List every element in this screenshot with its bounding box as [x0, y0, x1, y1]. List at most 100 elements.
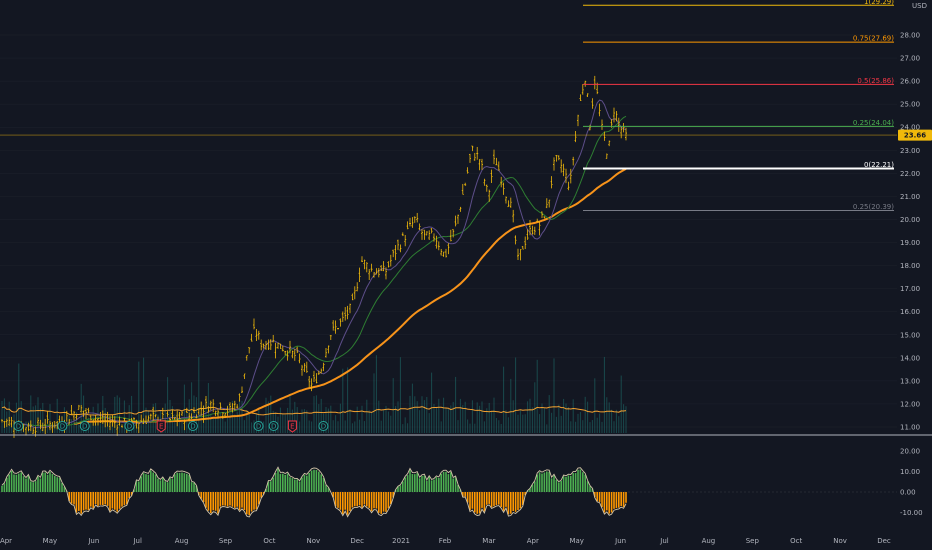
price-bar	[281, 345, 284, 352]
dividend-marker[interactable]: D	[318, 421, 329, 431]
price-bar	[500, 176, 503, 188]
price-bar	[214, 410, 217, 417]
fib-level-label: 0.25(20.39)	[853, 203, 894, 211]
price-bar	[370, 263, 373, 272]
price-bar	[550, 176, 553, 189]
event-letter: D	[16, 423, 21, 431]
price-bar	[181, 411, 183, 416]
price-bar	[183, 419, 186, 431]
price-bar	[25, 427, 27, 436]
price-bar	[586, 93, 589, 98]
fib-level-label: 0.75(27.69)	[853, 35, 894, 43]
fib-level[interactable]: 0.25(20.39)	[583, 203, 894, 211]
price-bar	[392, 249, 395, 258]
time-tick-label: Sep	[746, 537, 760, 545]
price-bar	[481, 158, 483, 170]
price-bar	[325, 347, 327, 358]
price-bar	[615, 110, 618, 122]
price-bar	[75, 414, 78, 420]
price-bar	[238, 393, 241, 402]
price-bar	[613, 107, 615, 123]
price-bar	[291, 350, 294, 359]
current-price-value: 23.66	[904, 132, 926, 140]
current-price-tag	[898, 129, 932, 141]
price-tick-label: 14.00	[900, 354, 920, 362]
price-tick-label: 26.00	[900, 78, 920, 86]
price-bar	[529, 220, 531, 236]
fib-level[interactable]: 1(29.29)	[583, 0, 894, 6]
time-scale[interactable]: Apr May Jun Jul Aug Sep Oct Nov Dec 2021 Feb Mar Apr…	[0, 537, 891, 545]
price-bar	[193, 407, 195, 413]
oscillator-scale[interactable]: 20.00 10.00 0.00 -10.00	[900, 448, 923, 518]
price-bar	[322, 362, 325, 372]
price-bar	[579, 94, 582, 101]
price-bar	[349, 303, 351, 314]
price-scale[interactable]: USD 11.00 12.00 13.00 14.00 15.00 16.00 17.00 1…	[898, 2, 932, 432]
price-bars[interactable]	[1, 75, 627, 438]
price-bar	[608, 140, 611, 147]
price-bar	[317, 370, 320, 375]
price-bar	[478, 159, 481, 171]
price-bar	[44, 418, 47, 435]
dividend-marker[interactable]: D	[124, 421, 135, 431]
fib-level[interactable]: 0.5(25.86)	[583, 77, 894, 85]
price-bar	[617, 117, 620, 132]
dividend-marker[interactable]: D	[253, 421, 264, 431]
price-bar	[380, 265, 383, 272]
price-bar	[584, 80, 587, 87]
price-bar	[279, 343, 282, 349]
price-bar	[358, 267, 361, 282]
dividend-marker[interactable]: D	[79, 421, 90, 431]
price-bar	[8, 416, 11, 426]
fib-level[interactable]: 0.75(27.69)	[583, 35, 894, 43]
price-bar	[428, 230, 431, 240]
price-bar	[106, 411, 109, 427]
price-bar	[531, 225, 534, 235]
fib-level-label: 0.25(24.04)	[853, 119, 894, 127]
price-bar	[543, 216, 546, 219]
price-bar	[507, 200, 510, 208]
price-bar	[257, 330, 260, 340]
price-bar	[440, 248, 443, 256]
price-bar	[339, 318, 342, 327]
earnings-marker[interactable]: E	[287, 420, 297, 433]
price-bar	[289, 340, 291, 354]
price-bar	[567, 181, 570, 191]
price-bar	[10, 416, 13, 428]
time-tick-label: Jun	[614, 537, 626, 545]
price-bar	[260, 339, 263, 351]
fibonacci-retracement[interactable]: 1(29.29) 0.75(27.69) 0.5(25.86) 0.25(24.04)…	[583, 0, 894, 211]
price-bar	[118, 416, 121, 426]
price-bar	[77, 404, 80, 410]
price-bar	[233, 400, 236, 411]
dividend-marker[interactable]: D	[57, 421, 68, 431]
price-tick-label: 13.00	[900, 377, 920, 385]
price-tick-label: 28.00	[900, 32, 920, 40]
time-tick-label: Feb	[439, 537, 452, 545]
price-bar	[471, 145, 474, 152]
time-tick-label: Apr	[527, 537, 539, 545]
fib-level[interactable]: 0.25(24.04)	[583, 119, 894, 127]
price-bar	[219, 402, 222, 410]
fib-level[interactable]: 0(22.21)	[583, 161, 894, 170]
price-bar	[464, 182, 467, 186]
earnings-marker[interactable]: E	[156, 420, 166, 433]
price-bar	[409, 217, 411, 227]
price-bar	[221, 412, 224, 419]
oscillator-pane[interactable]	[0, 466, 897, 518]
price-tick-label: 25.00	[900, 101, 920, 109]
time-tick-label: Jun	[87, 537, 99, 545]
price-bar	[284, 350, 287, 356]
price-bar	[433, 233, 435, 242]
dividend-marker[interactable]: D	[268, 421, 279, 431]
dividend-marker[interactable]: D	[187, 421, 198, 431]
price-pane[interactable]: 1(29.29) 0.75(27.69) 0.5(25.86) 0.25(24.04)…	[0, 0, 897, 438]
price-bar	[353, 286, 356, 300]
dividend-marker[interactable]: D	[13, 421, 24, 431]
price-bar	[435, 235, 438, 249]
ma-short-line	[25, 115, 627, 427]
price-bar	[212, 399, 215, 413]
price-bar	[253, 318, 255, 330]
